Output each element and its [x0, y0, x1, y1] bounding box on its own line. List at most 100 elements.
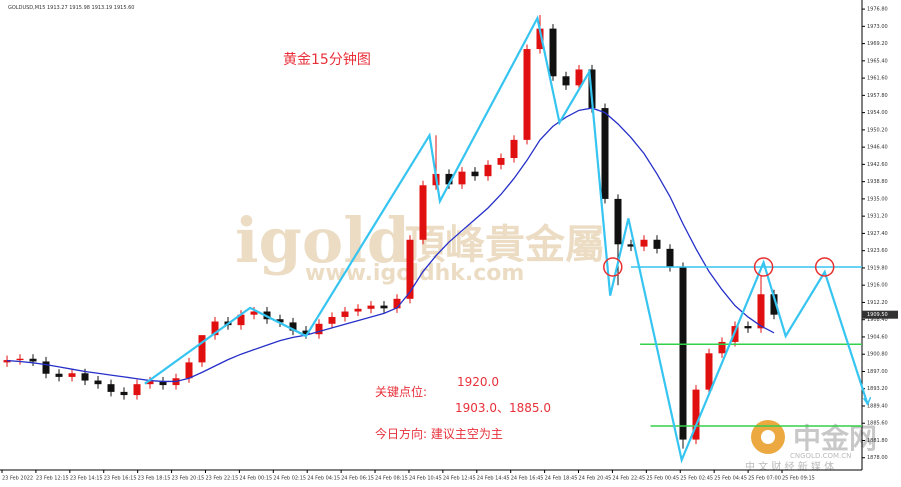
candle-body	[627, 244, 635, 247]
candle-body	[146, 381, 154, 385]
candle-body	[55, 373, 63, 377]
x-tick-label: 24 Feb 08:15	[375, 476, 408, 482]
candles	[3, 14, 778, 449]
logo-text: 中金网	[793, 422, 877, 455]
level-circle	[753, 257, 774, 277]
candle-body	[666, 248, 674, 268]
x-tick-label: 24 Feb 06:15	[341, 476, 374, 482]
candle-body	[523, 49, 531, 140]
x-tick-label: 23 Feb 14:15	[70, 476, 103, 482]
candle-body	[744, 326, 752, 329]
candle-body	[718, 341, 726, 354]
annotation: 1903.0、1885.0	[455, 401, 551, 415]
x-tick-label: 24 Feb 02:15	[273, 476, 306, 482]
candle-body	[692, 389, 700, 440]
x-tick-label: 24 Feb 00:15	[239, 476, 272, 482]
candle-body	[679, 267, 687, 440]
candle-body	[510, 139, 518, 159]
candle-body	[484, 164, 492, 177]
x-tick-label: 23 Feb 18:15	[138, 476, 171, 482]
y-tick-label: 1916.00	[867, 283, 888, 289]
x-tick-label: 24 Feb 22:45	[612, 476, 645, 482]
candle-body	[575, 69, 583, 86]
watermark-brand-cn: 頂峰貴金屬	[405, 222, 605, 268]
logo-icon-hole	[761, 430, 775, 444]
x-tick-label: 24 Feb 20:45	[579, 476, 612, 482]
logo-slogan: 中 文 财 经 新 媒 体	[745, 460, 834, 473]
candle-body	[328, 316, 336, 324]
y-tick-label: 1900.80	[867, 352, 888, 358]
x-tick-label: 24 Feb 16:45	[511, 476, 544, 482]
candle-body	[354, 308, 362, 312]
candle-body	[653, 239, 661, 249]
y-tick-label: 1950.20	[867, 127, 888, 133]
y-tick-label: 1946.40	[867, 145, 888, 151]
candle-body	[341, 311, 349, 317]
candle-body	[68, 373, 76, 377]
x-tick-label: 23 Feb 12:15	[36, 476, 69, 482]
last-price-box	[862, 310, 898, 319]
candle-body	[42, 361, 50, 374]
y-tick-label: 1954.00	[867, 110, 888, 116]
x-tick-label: 24 Feb 18:45	[545, 476, 578, 482]
x-tick-label: 24 Feb 04:15	[307, 476, 340, 482]
y-tick-label: 1973.00	[867, 24, 888, 30]
y-tick-label: 1976.80	[867, 7, 888, 13]
candle-body	[393, 298, 401, 309]
y-tick-label: 1897.00	[867, 369, 888, 375]
y-tick-label: 1881.80	[867, 438, 888, 444]
candle-body	[757, 294, 765, 329]
zigzag-arrow	[862, 396, 872, 406]
candle-body	[367, 305, 375, 309]
chart-header: GOLDUSD,M15 1913.27 1915.98 1913.19 1915…	[8, 5, 134, 11]
x-tick-label: 24 Feb 10:45	[409, 476, 442, 482]
candle-body	[120, 391, 128, 396]
candle-body	[406, 239, 414, 299]
candle-body	[770, 294, 778, 315]
logo-url: CNGOLD.COM.CN	[790, 452, 851, 460]
candle-body	[315, 323, 323, 335]
candle-body	[445, 173, 453, 185]
chart-title: 黄金15分钟图	[283, 51, 371, 68]
candle-body	[302, 330, 310, 335]
candle-body	[601, 108, 609, 199]
moving-average	[6, 107, 775, 383]
candle-body	[276, 319, 284, 323]
y-tick-label: 1965.40	[867, 58, 888, 64]
x-tick-label: 25 Feb 02:45	[680, 476, 713, 482]
candle-body	[159, 381, 167, 386]
x-tick-label: 24 Feb 14:45	[477, 476, 510, 482]
candle-body	[94, 380, 102, 385]
annotation: 1920.0	[457, 375, 499, 389]
annotation: 今日方向: 建议主空为主	[375, 426, 503, 441]
x-tick-label: 23 Feb 2022	[2, 476, 33, 482]
last-price-label: 1909.50	[867, 312, 888, 318]
annotation: 关键点位:	[375, 384, 427, 399]
candle-body	[237, 314, 245, 326]
candle-body	[3, 360, 11, 363]
candle-body	[419, 185, 427, 240]
candle-body	[133, 384, 141, 396]
candle-body	[185, 362, 193, 379]
y-tick-label: 1912.20	[867, 300, 888, 306]
x-tick-label: 25 Feb 04:45	[714, 476, 747, 482]
candle-body	[29, 358, 37, 362]
x-tick-label: 25 Feb 07:00	[748, 476, 781, 482]
y-tick-label: 1938.80	[867, 179, 888, 185]
candle-body	[549, 28, 557, 77]
candle-body	[250, 311, 258, 315]
y-tick-label: 1961.60	[867, 76, 888, 82]
candle-body	[289, 322, 297, 331]
candle-body	[380, 305, 388, 309]
y-tick-label: 1893.20	[867, 386, 888, 392]
x-tick-label: 23 Feb 16:15	[104, 476, 137, 482]
y-tick-label: 1878.00	[867, 455, 888, 461]
candle-body	[497, 158, 505, 165]
level-circle	[603, 257, 623, 277]
y-tick-label: 1927.40	[867, 231, 888, 237]
y-tick-label: 1904.60	[867, 334, 888, 340]
candle-body	[458, 171, 466, 185]
candle-body	[81, 373, 89, 381]
